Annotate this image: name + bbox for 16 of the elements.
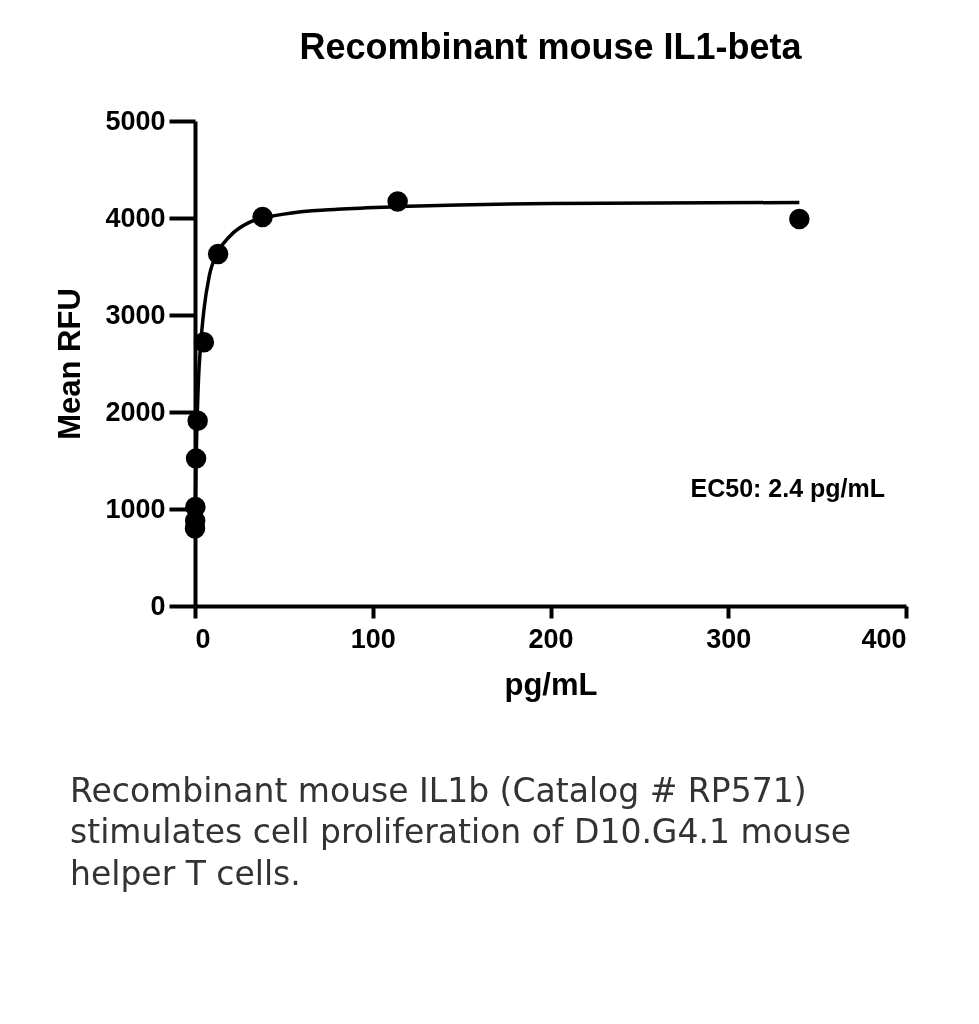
x-tick-label: 0 bbox=[195, 623, 211, 654]
annotation: EC50: 2.4 pg/mL bbox=[690, 474, 885, 502]
y-tick-label: 3000 bbox=[105, 299, 166, 330]
x-tick-label: 200 bbox=[528, 623, 574, 654]
y-tick-label: 0 bbox=[150, 590, 166, 621]
y-tick-label: 2000 bbox=[105, 396, 166, 427]
y-axis-title: Mean RFU bbox=[52, 288, 88, 440]
chart-title: Recombinant mouse IL1-beta bbox=[299, 26, 803, 67]
text: Recombinant mouse IL1b (Catalog # RP571) stimulates cell proliferation of D10.G4.1 mouse helper T cells. bbox=[70, 770, 853, 894]
y-tick-label: 4000 bbox=[105, 202, 166, 233]
y-tick-label: 5000 bbox=[105, 105, 166, 136]
x-tick-label: 400 bbox=[861, 623, 907, 654]
y-tick-label: 1000 bbox=[105, 493, 166, 524]
x-tick-label: 300 bbox=[706, 623, 752, 654]
x-axis-title: pg/mL bbox=[504, 666, 598, 702]
x-tick-label: 100 bbox=[350, 623, 396, 654]
